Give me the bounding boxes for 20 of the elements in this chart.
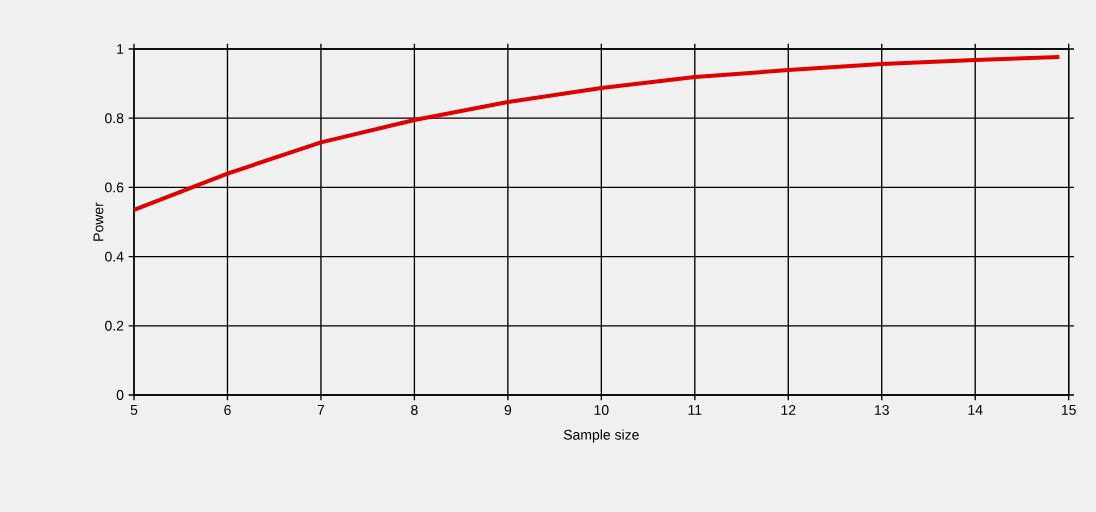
x-tick-label: 12	[781, 405, 796, 415]
line-series	[132, 54, 1062, 212]
x-tick-label: 8	[411, 405, 418, 415]
x-tick-label: 14	[968, 405, 983, 415]
x-tick-label: 6	[224, 405, 231, 415]
x-tick-label: 5	[130, 405, 138, 415]
x-tick-label: 13	[875, 405, 889, 415]
y-axis-title: Power	[93, 202, 104, 241]
x-tick-label: 7	[317, 405, 325, 415]
y-tick-label: 0.4	[105, 251, 124, 262]
x-tick-label: 11	[688, 405, 702, 415]
x-tick-label: 15	[1061, 405, 1076, 415]
y-tick-label: 0	[116, 390, 124, 400]
y-tick-label: 0.6	[105, 182, 124, 193]
y-tick-label: 0.8	[105, 113, 124, 124]
y-tick-label: 1	[117, 44, 124, 54]
x-axis-title: Sample size	[563, 429, 639, 443]
y-tick-label: 0.2	[105, 320, 124, 331]
x-tick-label: 9	[504, 405, 512, 415]
x-tick-label: 10	[594, 405, 609, 415]
